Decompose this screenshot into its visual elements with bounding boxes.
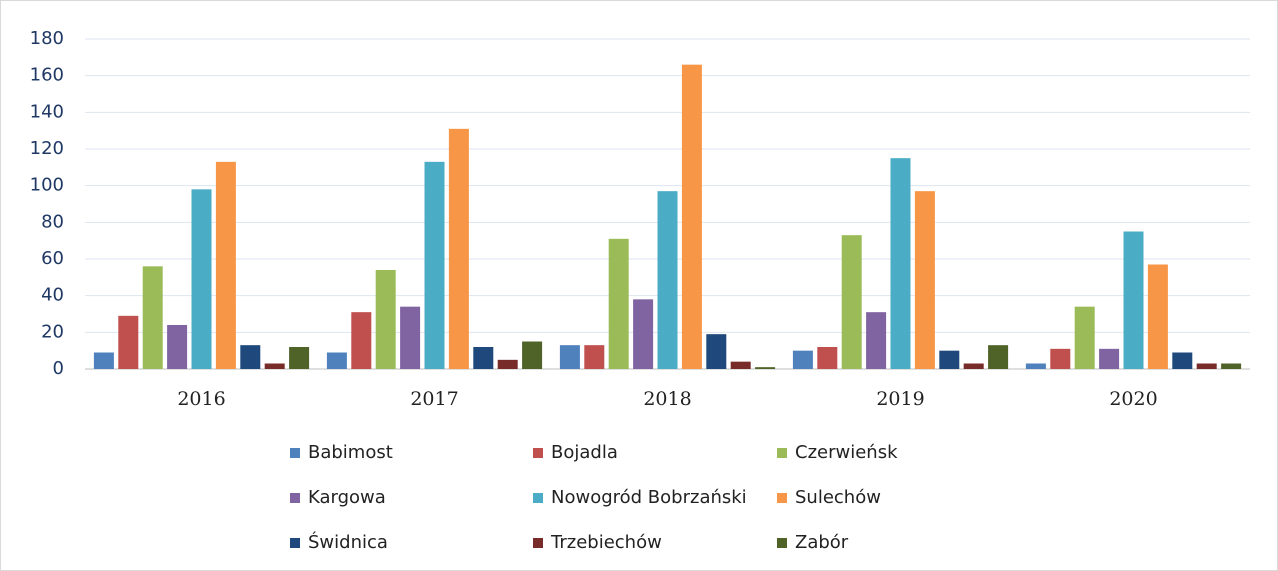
x-tick-label: 2020 (1109, 388, 1157, 410)
legend-label: Bojadla (551, 442, 618, 463)
y-tick-label: 140 (30, 101, 64, 122)
bar (730, 361, 751, 369)
bar (657, 191, 678, 369)
y-tick-label: 60 (41, 248, 64, 269)
bar (792, 350, 813, 369)
y-tick-label: 0 (53, 358, 64, 379)
bar (289, 347, 310, 369)
bar (755, 367, 776, 369)
x-tick-label: 2018 (643, 388, 691, 410)
bar (215, 161, 236, 369)
legend-label: Nowogród Bobrzański (551, 487, 747, 508)
bar (473, 347, 494, 369)
legend-swatch (777, 493, 787, 503)
y-tick-label: 160 (30, 65, 64, 86)
bar (608, 238, 629, 369)
bar (93, 352, 114, 369)
legend-swatch (290, 493, 300, 503)
bar (1050, 348, 1071, 369)
bar (1025, 363, 1046, 369)
legend-swatch (533, 448, 543, 458)
bar (866, 312, 887, 369)
bar (841, 235, 862, 369)
bar (400, 306, 421, 369)
bar (817, 347, 838, 369)
x-tick-label: 2016 (177, 388, 225, 410)
bar (351, 312, 372, 369)
bar (1196, 363, 1217, 369)
bar (522, 341, 543, 369)
bar (681, 64, 702, 370)
bar (988, 345, 1009, 369)
legend-label: Świdnica (308, 531, 388, 553)
bar (559, 345, 580, 369)
bar (142, 266, 163, 369)
legend-label: Trzebiechów (550, 532, 662, 553)
bar (584, 345, 605, 369)
legend-swatch (290, 538, 300, 548)
legend-swatch (777, 538, 787, 548)
bar (448, 128, 469, 369)
y-tick-label: 180 (30, 28, 64, 49)
bar (939, 350, 960, 369)
y-tick-label: 40 (41, 285, 64, 306)
bar (1172, 352, 1193, 369)
bar (375, 270, 396, 369)
legend-swatch (290, 448, 300, 458)
legend-label: Czerwieńsk (795, 442, 898, 463)
bar (1221, 363, 1242, 369)
legend-label: Babimost (308, 442, 393, 463)
bar (1123, 231, 1144, 369)
x-tick-label: 2017 (410, 388, 458, 410)
bar (326, 352, 347, 369)
bar (706, 334, 727, 369)
legend-label: Sulechów (795, 487, 881, 508)
bar (264, 363, 285, 369)
legend-swatch (533, 538, 543, 548)
y-tick-label: 20 (41, 321, 64, 342)
legend-label: Kargowa (308, 487, 386, 508)
y-tick-label: 100 (30, 175, 64, 196)
legend-swatch (777, 448, 787, 458)
bar (1147, 264, 1168, 369)
bar (633, 299, 654, 369)
bar (497, 359, 518, 369)
y-tick-label: 80 (41, 211, 64, 232)
bar (914, 191, 935, 369)
bar (1074, 306, 1095, 369)
bar (890, 158, 911, 369)
bar (963, 363, 984, 369)
legend-label: Zabór (795, 532, 849, 553)
bar (1099, 348, 1120, 369)
bar (191, 189, 212, 369)
x-tick-label: 2019 (876, 388, 924, 410)
y-tick-label: 120 (30, 138, 64, 159)
bar (118, 315, 139, 369)
bar (240, 345, 261, 369)
legend-swatch (533, 493, 543, 503)
bar (424, 161, 445, 369)
bar (167, 325, 188, 369)
